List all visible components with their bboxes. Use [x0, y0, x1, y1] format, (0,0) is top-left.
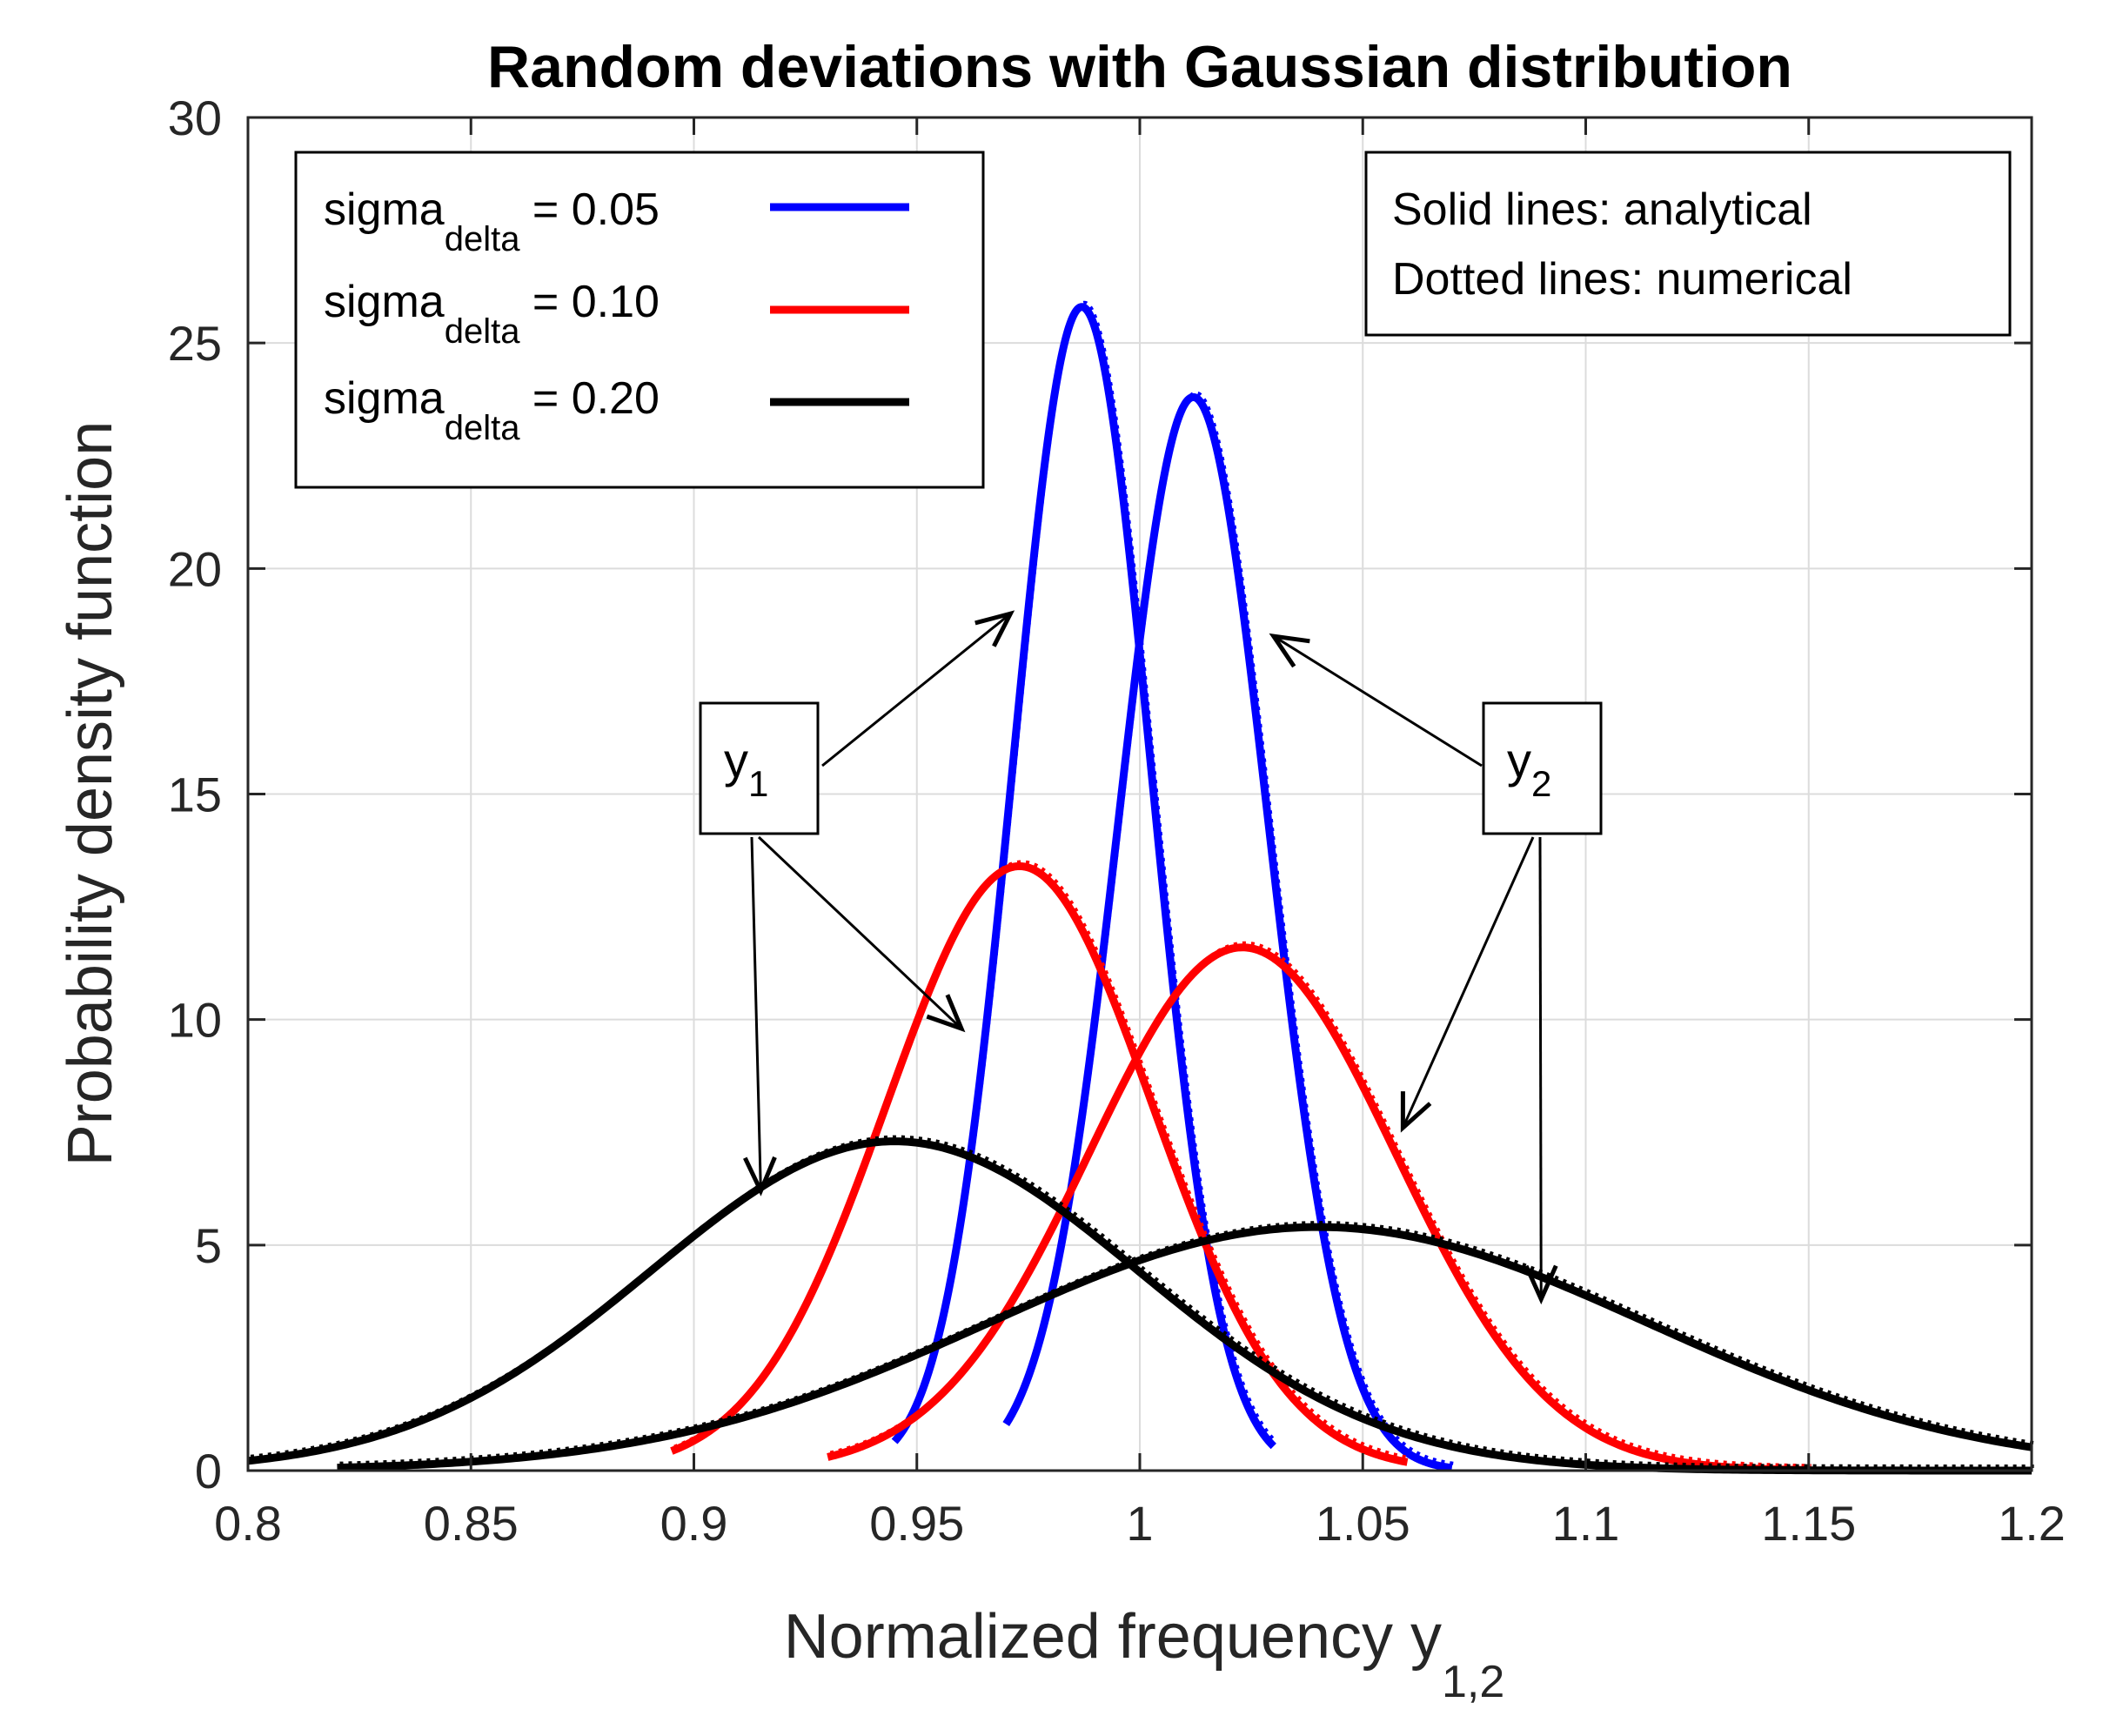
series-1-numerical-line — [1007, 391, 1455, 1465]
arrow-y1-blue-shaft — [821, 612, 1012, 767]
series-3-numerical-line — [829, 941, 1812, 1468]
arrow-y2-red-head — [1400, 1091, 1432, 1133]
x-axis-title-subscript: 1,2 — [1442, 1657, 1504, 1707]
series-2-analytical-line — [669, 861, 1410, 1466]
arrow-y1-black-shaft — [750, 836, 762, 1191]
y-axis-title: Probability density function — [56, 421, 125, 1166]
curves — [247, 300, 2035, 1475]
y-tick-label: 0 — [195, 1444, 222, 1498]
x-tick-label: 0.8 — [214, 1496, 282, 1551]
legend: sigmadelta = 0.05 sigmadelta = 0.10 sigm… — [294, 151, 985, 489]
arrow-y2-black-shaft — [1538, 836, 1543, 1300]
series-3-analytical-line — [826, 943, 1811, 1474]
x-axis-title: Normalized frequency y1,2 — [784, 1602, 1505, 1707]
legend-label-2: sigmadelta = 0.20 — [324, 373, 660, 447]
ticks — [246, 116, 2033, 1472]
x-tick-label: 0.95 — [869, 1496, 964, 1551]
annotation-y1-box — [699, 701, 820, 835]
annotation-y2-label: y2 — [1507, 733, 1551, 804]
annotation-y1-label: y1 — [724, 733, 768, 804]
chart-title: Random deviations with Gaussian distribu… — [487, 34, 1792, 100]
y-tick-label: 30 — [168, 90, 222, 145]
note-line-0: Solid lines: analytical — [1392, 184, 1812, 235]
annotation-y2: y2 — [1482, 701, 1603, 835]
arrow-y2-black-head — [1524, 1264, 1558, 1305]
x-tick-label: 1 — [1126, 1496, 1153, 1551]
series-0-analytical-line — [891, 303, 1277, 1450]
series-1-analytical-line — [1002, 392, 1455, 1472]
y-tick-label: 5 — [195, 1218, 222, 1273]
x-tick-label: 0.85 — [424, 1496, 519, 1551]
x-tick-label: 1.1 — [1552, 1496, 1620, 1551]
series-5-analytical-line — [337, 1223, 2033, 1472]
annotation-y1: y1 — [699, 701, 820, 835]
series-0-numerical-line — [895, 300, 1278, 1444]
arrow-y2-red-shaft — [1402, 836, 1535, 1129]
arrow-y1-red-head — [926, 994, 966, 1033]
y-tick-labels: 0 5 10 15 20 25 30 — [168, 90, 222, 1498]
note-line-1: Dotted lines: numerical — [1392, 254, 1852, 305]
x-tick-label: 1.15 — [1761, 1496, 1856, 1551]
y-tick-label: 25 — [168, 316, 222, 371]
y-tick-label: 15 — [168, 767, 222, 822]
y-tick-label: 20 — [168, 541, 222, 596]
arrow-y1-black-head — [743, 1156, 777, 1196]
y-tick-label: 10 — [168, 993, 222, 1048]
legend-label-0: sigmadelta = 0.05 — [324, 184, 660, 258]
annotation-y2-box — [1482, 701, 1603, 835]
x-tick-label: 1.05 — [1316, 1496, 1410, 1551]
note-box: Solid lines: analytical Dotted lines: nu… — [1364, 151, 2012, 337]
arrow-y2-blue-shaft — [1272, 634, 1483, 767]
x-tick-label: 1.2 — [1998, 1496, 2066, 1551]
arrow-y1-blue-head — [974, 610, 1015, 647]
annotation-arrows — [743, 610, 1558, 1305]
legend-label-1: sigmadelta = 0.10 — [324, 277, 660, 351]
x-axis-title-main: Normalized frequency y — [784, 1602, 1442, 1672]
note-box-frame — [1364, 151, 2012, 337]
x-tick-labels: 0.8 0.85 0.9 0.95 1 1.05 1.1 1.15 1.2 — [214, 1496, 2066, 1551]
arrow-y2-blue-head — [1269, 633, 1310, 668]
x-tick-label: 0.9 — [660, 1496, 728, 1551]
arrow-y1-red-shaft — [757, 835, 963, 1030]
series-4-numerical-line — [250, 1135, 2034, 1468]
